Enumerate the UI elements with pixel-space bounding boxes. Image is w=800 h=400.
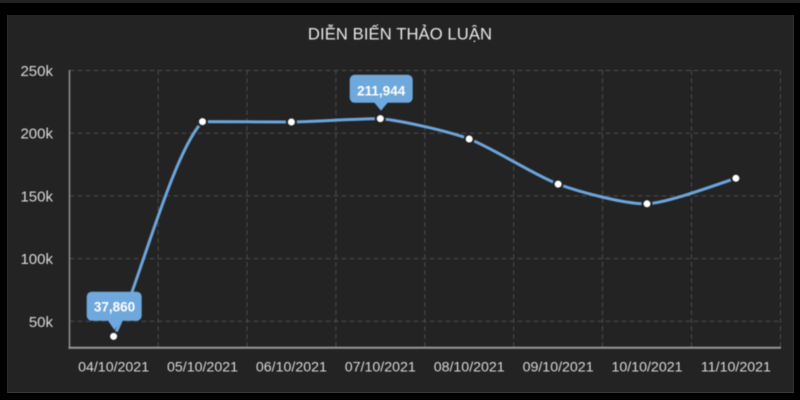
svg-text:50k: 50k <box>29 314 54 331</box>
svg-text:DIỄN BIẾN THẢO LUẬN: DIỄN BIẾN THẢO LUẬN <box>308 25 492 44</box>
svg-text:100k: 100k <box>20 251 53 268</box>
svg-text:09/10/2021: 09/10/2021 <box>523 360 594 376</box>
svg-text:06/10/2021: 06/10/2021 <box>256 360 327 376</box>
svg-text:04/10/2021: 04/10/2021 <box>78 360 149 376</box>
svg-text:200k: 200k <box>20 126 53 143</box>
svg-text:10/10/2021: 10/10/2021 <box>611 360 682 376</box>
svg-text:07/10/2021: 07/10/2021 <box>345 360 416 376</box>
svg-text:08/10/2021: 08/10/2021 <box>434 360 505 376</box>
svg-text:250k: 250k <box>20 63 53 80</box>
svg-text:37,860: 37,860 <box>94 299 135 314</box>
svg-text:150k: 150k <box>20 188 53 205</box>
svg-text:11/10/2021: 11/10/2021 <box>701 360 771 376</box>
svg-text:211,944: 211,944 <box>357 84 406 99</box>
svg-text:05/10/2021: 05/10/2021 <box>167 360 238 376</box>
